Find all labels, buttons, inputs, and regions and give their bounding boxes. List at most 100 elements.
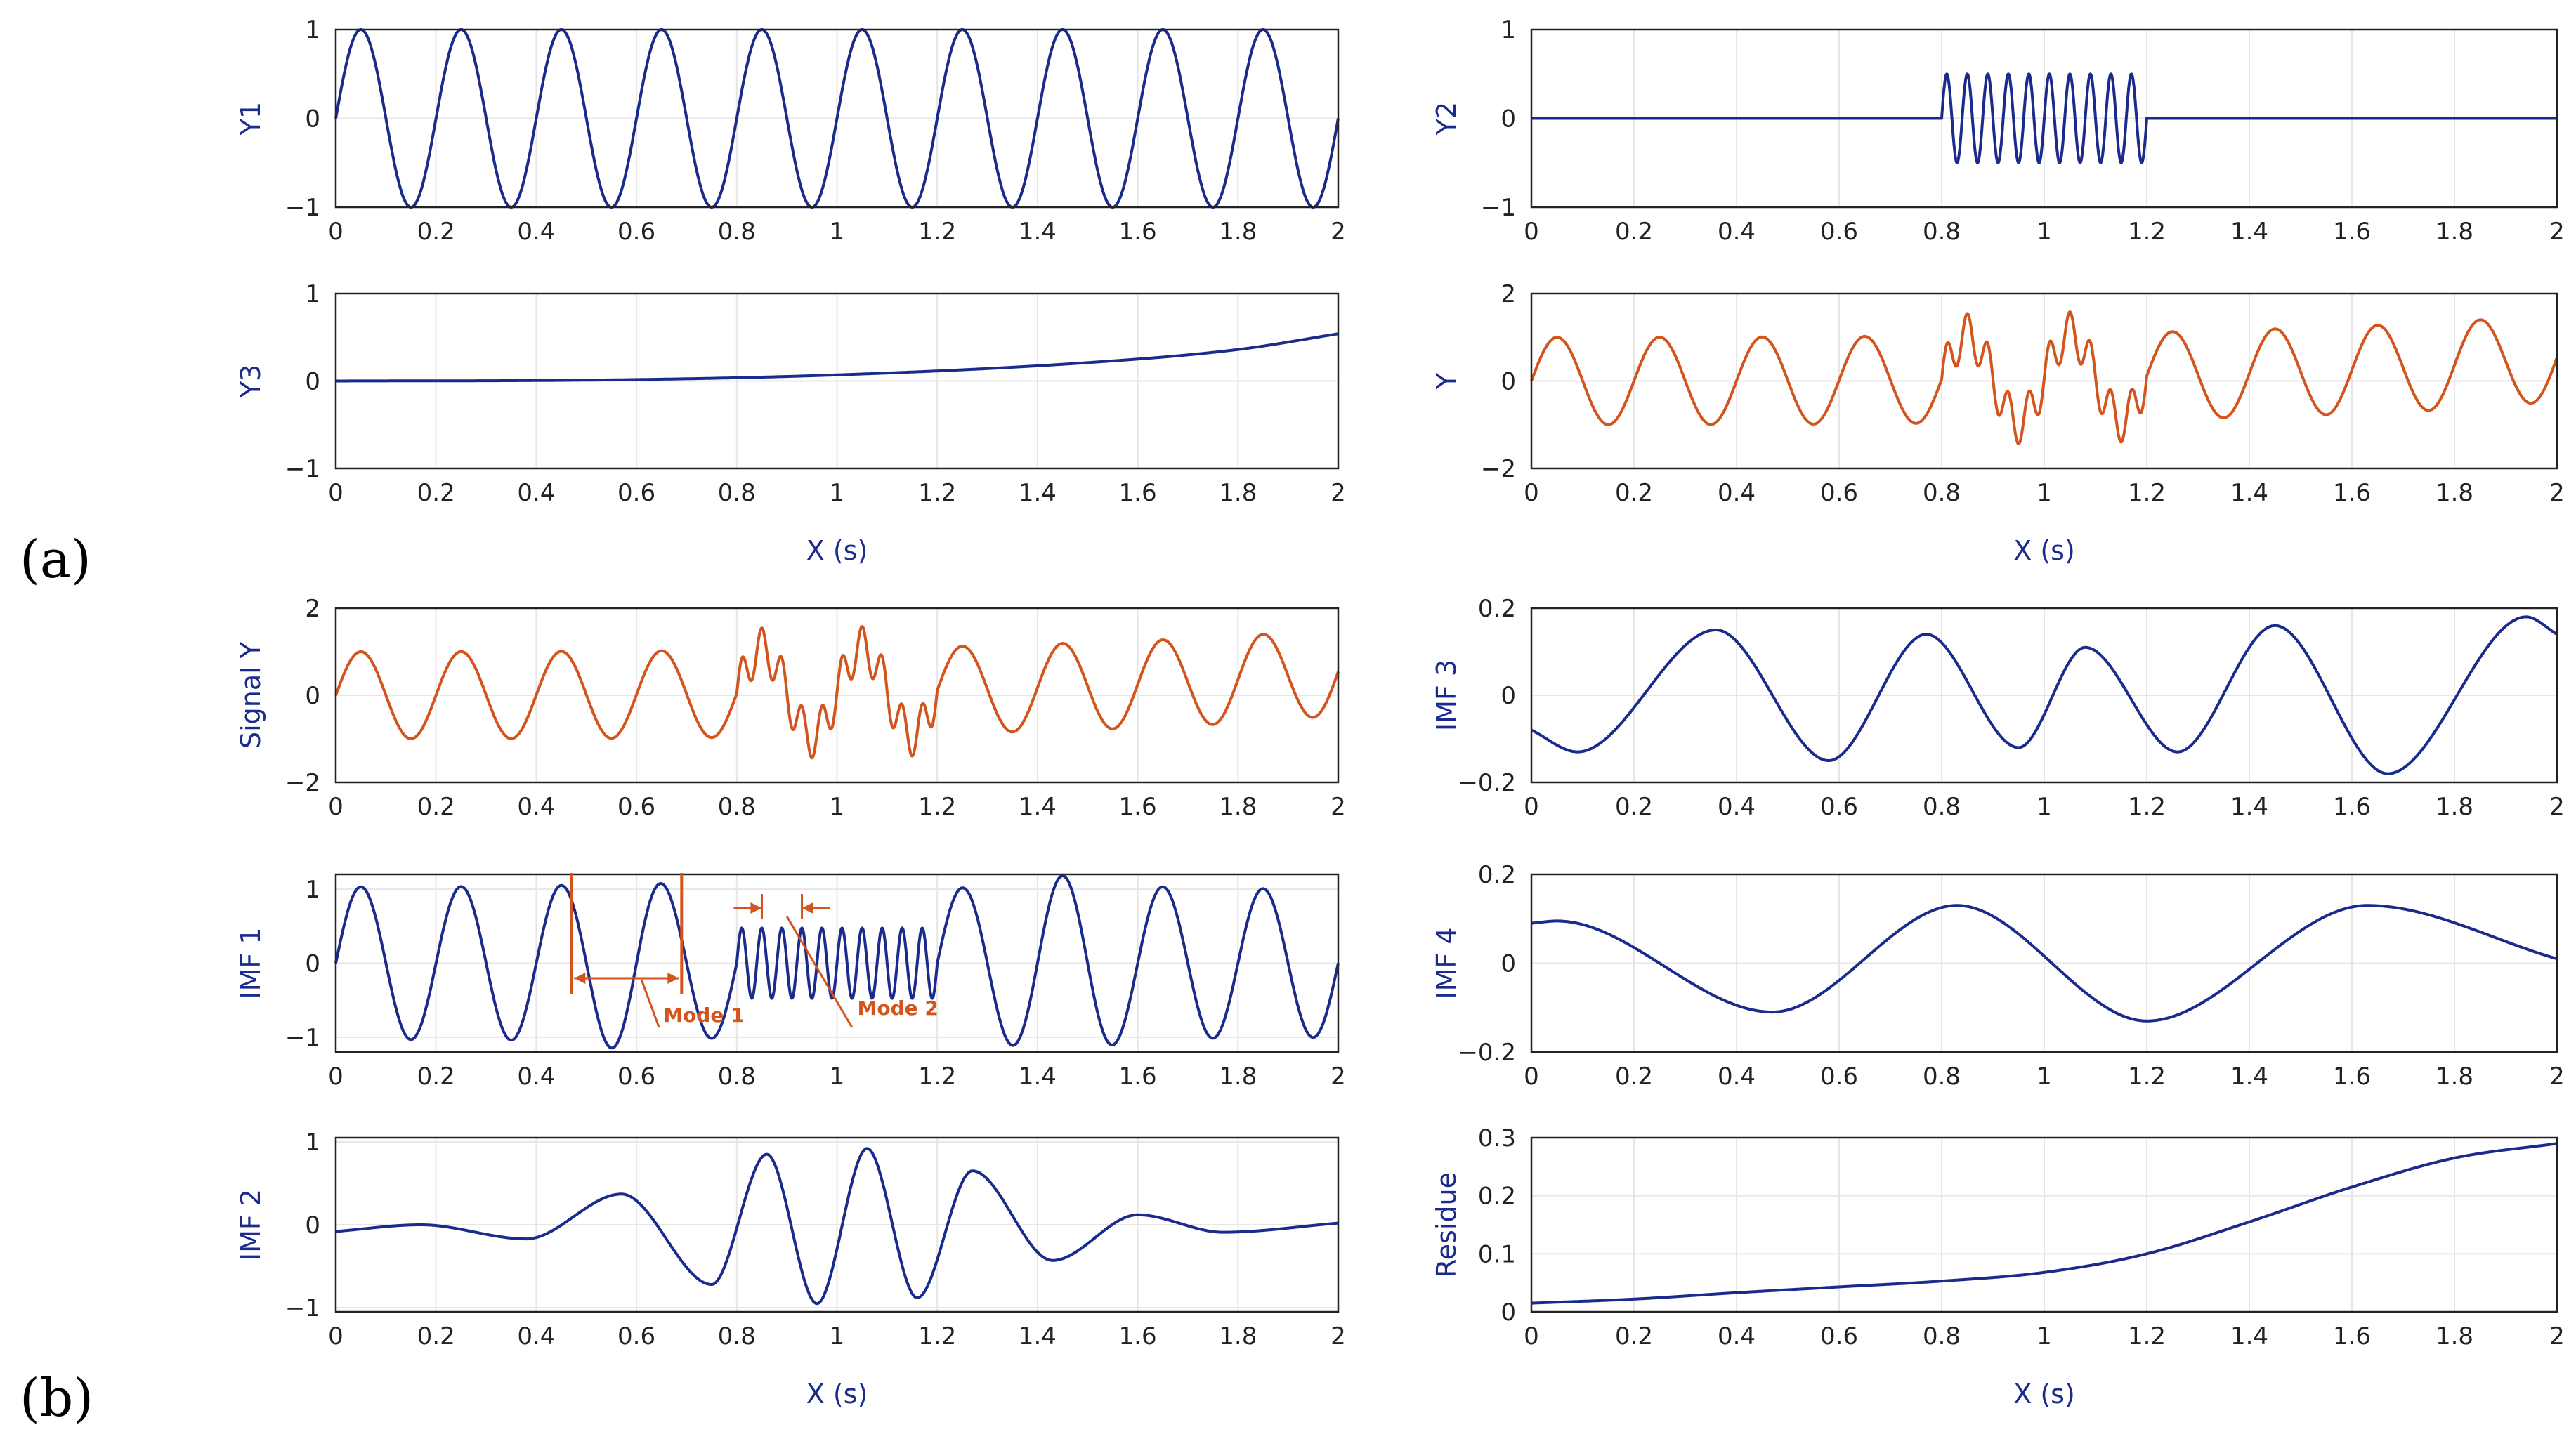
x-tick-label: 0.6 [1820, 479, 1858, 507]
y-tick-label: −0.2 [1458, 769, 1516, 797]
x-tick-label: 0 [328, 793, 344, 821]
x-tick-label: 0.8 [1923, 793, 1961, 821]
y-axis-label: Y [1431, 372, 1462, 390]
x-tick-label: 1 [2036, 1322, 2052, 1350]
x-tick-label: 0.2 [417, 793, 455, 821]
y-tick-label: −1 [285, 455, 320, 483]
y-tick-label: 1 [1501, 16, 1516, 44]
x-tick-label: 0 [1524, 218, 1539, 246]
x-tick-label: 0 [328, 218, 344, 246]
mode-annotations: Mode 1 Mode 2 [570, 873, 939, 1028]
mode1-label: Mode 1 [663, 1004, 744, 1027]
x-tick-label: 1.6 [2333, 218, 2371, 246]
x-tick-label: 2 [2549, 1063, 2565, 1091]
x-tick-label: 1.8 [1219, 218, 1257, 246]
x-tick-label: 1.6 [1119, 218, 1157, 246]
x-tick-label: 2 [1331, 218, 1346, 246]
x-axis-label: X (s) [806, 535, 868, 566]
x-tick-label: 0.6 [617, 1322, 655, 1350]
plot-frame [1530, 292, 2558, 470]
x-tick-label: 0.2 [417, 218, 455, 246]
y-tick-label: 1 [305, 16, 320, 44]
series-line-residue [1530, 1142, 2558, 1305]
x-tick-label: 0.8 [718, 218, 756, 246]
x-tick-label: 1 [830, 793, 845, 821]
x-tick-label: 1.4 [2230, 1063, 2268, 1091]
x-tick-label: 1.8 [2436, 793, 2473, 821]
y-tick-label: 2 [305, 595, 320, 623]
chart-imf-2: 0 0.2 0.4 0.6 0.8 1 1.2 1.4 1.6 1.8 2 1 0 −1 IMF 2 X (s… [235, 1129, 1346, 1409]
x-tick-label: 1.2 [2128, 1063, 2166, 1091]
x-tick-label: 1.4 [2230, 218, 2268, 246]
x-tick-label: 0.6 [1820, 218, 1858, 246]
y-tick-label: 0.2 [1478, 595, 1516, 623]
y-tick-label: 0 [1501, 1299, 1516, 1327]
x-tick-label: 0.2 [1615, 793, 1653, 821]
x-tick-label: 0.8 [1923, 218, 1961, 246]
y-tick-label: 0 [305, 1211, 320, 1240]
x-tick-label: 0.8 [718, 793, 756, 821]
x-tick-label: 2 [2549, 793, 2565, 821]
x-tick-label: 2 [1331, 1063, 1346, 1091]
x-tick-label: 2 [2549, 1322, 2565, 1350]
x-tick-label: 1.4 [1019, 793, 1057, 821]
plot-frame [334, 873, 1340, 1053]
x-tick-label: 1.2 [2128, 1322, 2166, 1350]
series-line-signal-y [334, 625, 1340, 760]
x-tick-label: 1.2 [918, 793, 956, 821]
y-tick-label: −1 [285, 1294, 320, 1322]
x-tick-label: 1.4 [2230, 793, 2268, 821]
x-tick-label: 1.4 [1019, 218, 1057, 246]
x-tick-label: 1.4 [1019, 479, 1057, 507]
chart-y3: 0 0.2 0.4 0.6 0.8 1 1.2 1.4 1.6 1.8 2 1 0 −1 Y3 X (s) [235, 280, 1346, 566]
y-tick-label: −1 [285, 194, 320, 222]
y-tick-label: 0.2 [1478, 1183, 1516, 1211]
x-tick-label: 1.4 [1019, 1322, 1057, 1350]
plot-frame [1530, 873, 2558, 1053]
x-tick-label: 0.8 [718, 1322, 756, 1350]
y-tick-label: 0 [305, 105, 320, 133]
x-tick-label: 0.2 [417, 1063, 455, 1091]
x-tick-label: 1.6 [1119, 1063, 1157, 1091]
x-tick-label: 0.4 [517, 218, 555, 246]
x-tick-label: 0.4 [517, 1322, 555, 1350]
x-tick-label: 1.2 [2128, 793, 2166, 821]
x-tick-label: 1.2 [918, 1322, 956, 1350]
y-tick-label: −2 [1481, 455, 1516, 483]
x-axis-label: X (s) [806, 1379, 868, 1409]
x-tick-label: 0 [1524, 793, 1539, 821]
x-tick-label: 1.6 [2333, 1063, 2371, 1091]
x-tick-label: 0.8 [718, 479, 756, 507]
x-tick-label: 1.6 [1119, 479, 1157, 507]
y-axis-label: Y1 [235, 102, 266, 136]
x-tick-label: 1 [830, 1322, 845, 1350]
y-tick-label: 0 [305, 368, 320, 396]
x-tick-label: 1 [2036, 1063, 2052, 1091]
y-axis-label: IMF 1 [235, 927, 266, 999]
x-tick-label: 0.6 [617, 793, 655, 821]
x-tick-label: 0 [328, 479, 344, 507]
series-line-y3 [334, 332, 1340, 383]
arrowhead-icon [667, 973, 679, 984]
x-tick-label: 1 [830, 1063, 845, 1091]
plot-frame [1530, 28, 2558, 209]
y-axis-label: Y2 [1431, 102, 1462, 136]
x-tick-label: 1.8 [2436, 218, 2473, 246]
x-tick-label: 0.4 [1718, 218, 1756, 246]
y-tick-label: 0 [1501, 368, 1516, 396]
y-axis-label: IMF 3 [1431, 659, 1462, 731]
y-axis-label: Y3 [235, 364, 266, 398]
x-tick-label: 0 [1524, 1322, 1539, 1350]
chart-y1: 0 0.2 0.4 0.6 0.8 1 1.2 1.4 1.6 1.8 2 1 0 −1 Y1 [235, 16, 1346, 246]
x-tick-label: 2 [2549, 479, 2565, 507]
y-tick-label: 0.2 [1478, 861, 1516, 889]
y-tick-label: −1 [285, 1024, 320, 1052]
chart-signal-y: 0 0.2 0.4 0.6 0.8 1 1.2 1.4 1.6 1.8 2 2 0 −2 Signal Y [235, 595, 1346, 821]
y-axis-label: Signal Y [235, 641, 266, 749]
y-tick-label: 0.1 [1478, 1240, 1516, 1268]
chart-residue: 0 0.2 0.4 0.6 0.8 1 1.2 1.4 1.6 1.8 2 0.3 0.2 0.1 0 Res… [1431, 1124, 2565, 1409]
x-tick-label: 1.8 [1219, 793, 1257, 821]
x-tick-label: 1.6 [2333, 1322, 2371, 1350]
x-tick-label: 0.4 [517, 793, 555, 821]
x-tick-label: 1.2 [918, 1063, 956, 1091]
